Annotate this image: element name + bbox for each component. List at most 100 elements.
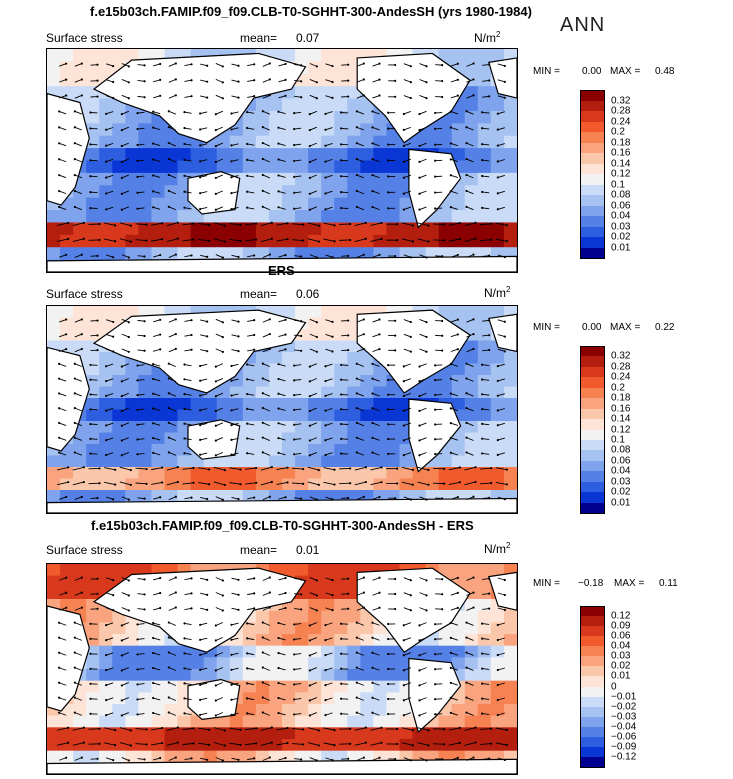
field-cell — [321, 669, 335, 682]
stress-vector-head — [261, 621, 264, 624]
stress-vector-head — [411, 224, 414, 227]
field-cell — [86, 704, 100, 717]
stress-vector-head — [190, 79, 193, 82]
field-cell — [386, 234, 401, 248]
stress-vector — [106, 592, 114, 596]
stress-vector-head — [324, 699, 327, 702]
field-cell — [477, 634, 492, 647]
field-cell — [451, 398, 466, 411]
field-cell — [216, 467, 231, 480]
stress-vector — [168, 437, 177, 441]
stress-vector-head — [333, 483, 336, 486]
field-cell — [347, 160, 361, 174]
field-cell — [490, 444, 505, 457]
panel-3-mean-label: mean= — [240, 543, 278, 557]
stress-vector-head — [183, 697, 186, 700]
stress-vector-head — [246, 110, 249, 114]
stress-vector — [294, 95, 302, 98]
stress-vector — [215, 712, 224, 716]
stress-vector-head — [192, 466, 195, 470]
stress-vector — [325, 79, 333, 83]
stress-vector-head — [277, 422, 280, 425]
stress-vector — [466, 94, 474, 99]
stress-vector — [480, 728, 492, 730]
stress-vector-head — [425, 594, 428, 597]
stress-vector — [466, 378, 474, 382]
stress-vector — [356, 667, 364, 671]
field-cell — [268, 669, 283, 682]
field-cell — [268, 610, 283, 623]
field-cell — [177, 645, 192, 658]
stress-vector-head — [143, 349, 146, 352]
stress-vector-head — [434, 683, 437, 686]
stress-vector-head — [73, 362, 76, 365]
stress-vector — [482, 453, 490, 455]
stress-vector-head — [80, 94, 83, 97]
stress-vector-head — [159, 496, 162, 499]
stress-vector-head — [308, 113, 311, 116]
stress-vector — [497, 408, 505, 411]
stress-vector-head — [136, 207, 139, 210]
stress-vector — [356, 422, 364, 427]
stress-vector — [278, 363, 286, 367]
stress-vector-head — [443, 223, 446, 226]
stress-vector-head — [481, 697, 484, 700]
stress-vector-head — [300, 320, 303, 323]
stress-vector-head — [190, 254, 193, 257]
stress-vector-head — [183, 667, 186, 670]
field-cell — [99, 135, 113, 149]
stress-vector-head — [284, 576, 287, 580]
stress-vector — [294, 638, 302, 640]
stress-vector — [309, 318, 318, 323]
field-cell — [47, 210, 61, 224]
stress-vector-head — [284, 318, 287, 321]
stress-vector-head — [190, 319, 193, 322]
field-cell — [60, 340, 74, 353]
stress-vector-head — [394, 757, 397, 761]
stress-vector-head — [441, 79, 444, 83]
stress-vector-head — [293, 698, 296, 701]
stress-vector — [325, 174, 333, 178]
stress-vector-head — [409, 335, 412, 338]
stress-vector-head — [347, 577, 350, 580]
stress-vector — [153, 190, 161, 194]
stress-vector — [482, 578, 490, 580]
field-cell — [177, 398, 192, 411]
field-cell — [490, 306, 505, 319]
field-cell — [477, 210, 492, 224]
stress-vector-head — [190, 348, 193, 351]
stress-vector — [466, 190, 474, 195]
stress-vector-head — [136, 175, 139, 178]
field-cell — [86, 210, 100, 224]
stress-vector — [106, 127, 114, 131]
stress-vector-head — [362, 253, 365, 256]
stress-vector-head — [255, 222, 258, 225]
stress-vector — [59, 111, 67, 115]
field-cell — [334, 421, 348, 434]
field-cell — [99, 222, 113, 236]
colorbar-swatch — [580, 247, 605, 259]
field-cell — [60, 247, 74, 261]
field-cell — [451, 727, 466, 740]
stress-vector — [372, 254, 380, 258]
field-cell — [360, 363, 374, 376]
stress-vector-head — [371, 110, 374, 113]
stress-vector-head — [159, 756, 162, 760]
field-cell — [321, 86, 335, 100]
field-cell — [138, 247, 153, 261]
stress-vector-head — [465, 142, 468, 145]
field-cell — [399, 234, 414, 248]
stress-vector — [168, 190, 177, 195]
stress-vector — [184, 349, 192, 352]
stress-vector-head — [293, 127, 296, 131]
stress-vector — [168, 667, 177, 671]
stress-vector — [482, 638, 490, 640]
stress-vector — [72, 238, 84, 242]
panel-2-mean-value: 0.06 — [296, 287, 320, 301]
stress-vector — [121, 652, 130, 656]
field-cell — [242, 172, 257, 186]
stress-vector-head — [159, 576, 162, 580]
stress-vector-head — [120, 669, 123, 672]
field-cell — [477, 375, 492, 388]
stress-vector-head — [239, 728, 242, 731]
